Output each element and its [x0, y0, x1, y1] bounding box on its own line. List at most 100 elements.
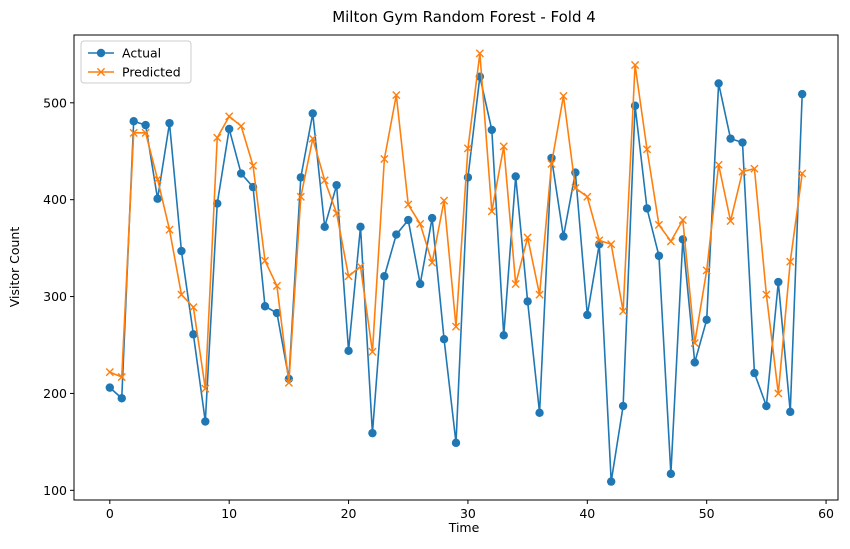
data-point	[499, 142, 508, 151]
data-point	[248, 161, 258, 170]
data-point	[714, 160, 723, 169]
data-point	[619, 306, 628, 316]
data-point	[428, 258, 437, 267]
data-point	[416, 219, 425, 229]
x-tick-label: 10	[221, 506, 237, 521]
data-point	[750, 368, 759, 378]
data-point	[774, 277, 783, 287]
data-point	[559, 91, 568, 101]
data-point	[487, 207, 496, 216]
data-point	[284, 378, 293, 387]
data-point	[308, 134, 317, 143]
data-point	[439, 334, 449, 344]
data-point	[690, 338, 699, 348]
data-point	[571, 183, 580, 193]
data-point	[463, 144, 473, 153]
y-tick-label: 300	[43, 289, 67, 304]
data-point	[224, 124, 234, 134]
data-point	[583, 310, 592, 320]
data-point	[332, 209, 341, 218]
series-predicted	[105, 49, 807, 398]
data-point	[308, 109, 317, 118]
legend-marker	[96, 48, 106, 58]
data-point	[535, 408, 544, 418]
data-point	[344, 346, 353, 356]
data-point	[451, 438, 461, 448]
data-point	[201, 417, 210, 426]
x-axis-label: Time	[448, 520, 480, 535]
data-point	[487, 125, 497, 135]
data-point	[177, 246, 186, 256]
data-point	[320, 222, 329, 232]
data-point	[201, 384, 210, 393]
data-point	[427, 213, 437, 223]
data-point	[141, 120, 150, 130]
data-point	[451, 322, 461, 331]
data-point	[618, 401, 628, 411]
plot-frame	[73, 34, 839, 501]
x-tick-label: 30	[460, 506, 476, 521]
data-point	[225, 112, 234, 121]
data-point	[690, 358, 699, 367]
data-point	[117, 372, 126, 382]
data-point	[213, 199, 222, 208]
data-point	[654, 251, 664, 261]
chart-title: Milton Gym Random Forest - Fold 4	[332, 8, 596, 26]
data-point	[475, 49, 484, 58]
data-point	[786, 407, 795, 417]
data-point	[344, 272, 353, 281]
x-tick-label: 50	[699, 506, 715, 521]
data-point	[129, 117, 138, 126]
series-line	[109, 52, 803, 395]
data-point	[105, 368, 114, 377]
y-tick-label: 400	[43, 192, 67, 207]
y-tick-label: 100	[43, 483, 67, 498]
data-point	[726, 134, 735, 143]
data-point	[368, 347, 377, 356]
y-axis-label: Visitor Count	[7, 227, 22, 308]
data-point	[547, 159, 556, 168]
data-point	[511, 172, 520, 181]
data-point	[189, 303, 198, 312]
data-point	[380, 272, 389, 281]
data-point	[320, 176, 329, 185]
data-point	[523, 233, 532, 242]
data-point	[129, 128, 138, 137]
data-point	[380, 154, 389, 164]
series-group	[105, 49, 807, 486]
legend-marker	[96, 67, 106, 77]
data-point	[630, 60, 640, 70]
data-point	[368, 428, 377, 438]
x-tick-label: 40	[579, 506, 595, 521]
data-point	[606, 477, 616, 486]
data-point	[404, 200, 413, 209]
legend-item-predicted: Predicted	[88, 65, 181, 80]
data-point	[786, 257, 795, 266]
data-point	[177, 290, 186, 299]
data-point	[726, 216, 735, 226]
data-point	[356, 262, 365, 271]
data-point	[237, 121, 246, 131]
data-point	[559, 232, 568, 241]
data-point	[607, 240, 616, 249]
data-point	[762, 290, 771, 299]
data-point	[236, 169, 246, 178]
data-point	[714, 79, 723, 88]
y-tick-label: 500	[43, 95, 67, 110]
data-point	[272, 308, 282, 318]
data-point	[702, 266, 711, 275]
data-point	[392, 90, 401, 100]
data-point	[642, 145, 652, 154]
y-tick-label: 200	[43, 386, 67, 401]
data-point	[595, 236, 604, 245]
data-point	[583, 192, 592, 201]
x-tick-label: 60	[818, 506, 834, 521]
data-point	[654, 220, 664, 229]
data-point	[499, 331, 508, 340]
data-point	[774, 389, 783, 398]
legend: Actual Predicted	[80, 40, 192, 84]
data-point	[511, 279, 520, 289]
axis-ticks: 0 10 20 30 40 50 60 100 200 300 400 500	[43, 95, 834, 521]
data-point	[797, 89, 807, 99]
legend-label: Predicted	[122, 65, 181, 80]
